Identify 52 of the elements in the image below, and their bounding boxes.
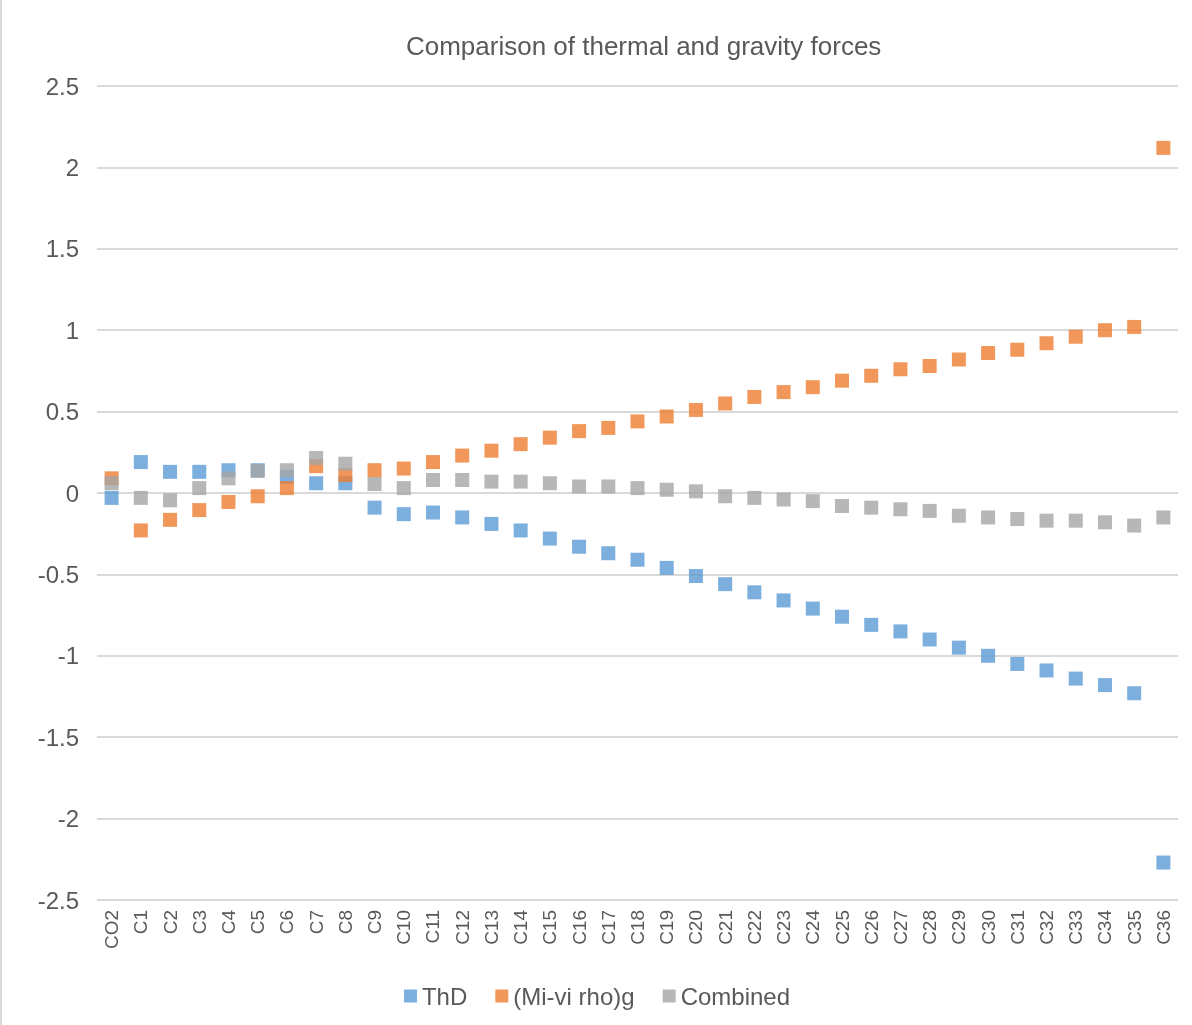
y-tick-label: 2.5	[45, 72, 79, 100]
x-tick-label: C11	[422, 910, 444, 944]
x-tick-label: C28	[919, 910, 941, 945]
x-tick-label: C18	[627, 910, 648, 945]
x-tick-label: C4	[217, 909, 239, 935]
x-tick-label: C16	[568, 910, 590, 945]
x-tick-label: C15	[539, 910, 561, 945]
x-tick-label: C34	[1094, 909, 1116, 945]
x-tick-label: C27	[889, 910, 911, 945]
x-tick-label: C8	[334, 910, 356, 935]
chart-title: Comparison of thermal and gravity forces	[405, 31, 882, 61]
x-tick-label: C23	[773, 910, 795, 945]
x-tick-label: C10	[393, 910, 415, 945]
x-tick-label: C12	[451, 910, 473, 945]
y-tick-label: -2	[57, 805, 79, 833]
x-tick-label: C22	[743, 910, 765, 945]
x-tick-label: C19	[656, 910, 678, 945]
y-tick-label: -1.5	[37, 723, 79, 751]
x-tick-label: C5	[247, 910, 269, 935]
legend-label: ThD	[421, 982, 468, 1010]
x-tick-label: C30	[977, 910, 999, 945]
y-tick-label: 1.5	[45, 235, 79, 263]
x-tick-label: C13	[480, 910, 502, 945]
x-tick-label: CO2	[101, 910, 123, 950]
x-tick-label: C29	[948, 910, 970, 945]
y-tick-label: -2.5	[37, 886, 79, 914]
y-tick-label: -1	[57, 642, 79, 670]
x-tick-label: C9	[364, 910, 386, 935]
y-tick-label: 0.5	[45, 398, 79, 426]
x-tick-label: C14	[510, 909, 532, 945]
y-tick-label: -0.5	[37, 560, 79, 588]
x-tick-label: C33	[1065, 910, 1087, 945]
legend-label: (Mi-vi rho)g	[513, 982, 635, 1010]
x-tick-label: C24	[802, 909, 824, 945]
x-tick-label: C36	[1152, 910, 1174, 945]
legend-label: Combined	[680, 982, 791, 1010]
x-tick-label: C20	[685, 910, 707, 945]
y-tick-label: 1	[65, 316, 79, 344]
y-tick-label: 0	[65, 479, 79, 507]
x-tick-label: C3	[188, 910, 210, 935]
x-tick-label: C21	[714, 910, 736, 945]
x-tick-label: C17	[597, 910, 619, 945]
x-tick-label: C2	[159, 910, 181, 935]
x-tick-label: C6	[276, 910, 298, 935]
x-tick-label: C1	[130, 910, 152, 935]
x-tick-label: C7	[305, 910, 327, 935]
x-tick-label: C26	[860, 910, 882, 945]
x-tick-label: C35	[1123, 910, 1145, 945]
x-tick-label: C31	[1006, 910, 1028, 945]
x-tick-label: C25	[831, 910, 853, 945]
x-tick-label: C32	[1036, 910, 1058, 945]
y-tick-label: 2	[65, 153, 79, 181]
